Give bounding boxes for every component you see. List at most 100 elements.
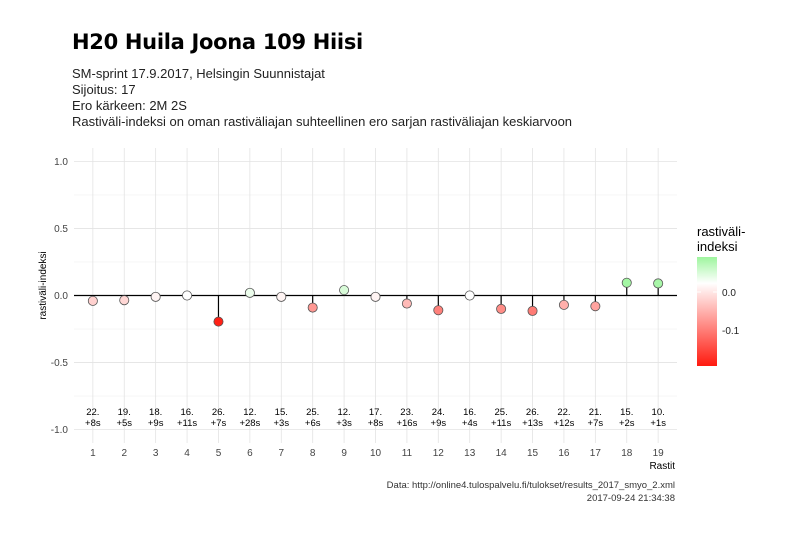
subtitle-rank: Sijoitus: 17 (72, 82, 136, 97)
rank-label: 16. (180, 407, 193, 418)
x-tick-label: 7 (279, 448, 285, 459)
data-point (276, 291, 287, 302)
time-diff-label: +9s (148, 418, 164, 429)
timestamp: 2017-09-24 21:34:38 (586, 493, 675, 504)
rank-label: 15. (620, 407, 633, 418)
data-point (527, 305, 538, 316)
point-labels: 22.+8s19.+5s18.+9s16.+11s26.+7s12.+28s15… (85, 407, 666, 429)
time-diff-label: +5s (116, 418, 132, 429)
data-point (370, 291, 381, 302)
rank-label: 26. (526, 407, 539, 418)
y-tick-label: 0.0 (54, 291, 68, 302)
rank-label: 21. (589, 407, 602, 418)
time-diff-label: +3s (273, 418, 289, 429)
x-tick-label: 10 (370, 448, 382, 459)
time-diff-label: +2s (619, 418, 635, 429)
data-point (213, 316, 224, 327)
x-tick-label: 4 (184, 448, 190, 459)
rank-label: 15. (275, 407, 288, 418)
x-tick-label: 15 (527, 448, 539, 459)
subtitle-description: Rastiväli-indeksi on oman rastiväliajan … (72, 114, 573, 129)
rank-label: 25. (306, 407, 319, 418)
x-tick-label: 12 (433, 448, 445, 459)
x-tick-label: 16 (558, 448, 570, 459)
y-tick-label: 0.5 (54, 224, 68, 235)
y-axis-label: rastiväli-indeksi (38, 251, 49, 319)
time-diff-label: +11s (491, 418, 511, 429)
data-point (119, 295, 130, 306)
x-tick-label: 17 (590, 448, 602, 459)
rank-label: 18. (149, 407, 162, 418)
rank-label: 17. (369, 407, 382, 418)
x-axis-label: Rastit (649, 461, 675, 472)
time-diff-label: +28s (239, 418, 260, 429)
subtitle-gap: Ero kärkeen: 2M 2S (72, 98, 187, 113)
data-point (496, 303, 507, 314)
time-diff-label: +13s (522, 418, 543, 429)
time-diff-label: +4s (462, 418, 478, 429)
legend-label-1: -0.1 (722, 326, 740, 337)
rank-label: 12. (243, 407, 256, 418)
data-point (150, 291, 161, 302)
time-diff-label: +1s (650, 418, 666, 429)
legend-title-line1: rastiväli- (697, 224, 746, 239)
points (87, 277, 664, 327)
data-point (621, 277, 632, 288)
time-diff-label: +11s (177, 418, 197, 429)
x-axis-ticks: 1 2 3 4 5 6 7 8 9 10 11 12 13 14 15 16 17 18 19 (90, 448, 664, 459)
legend-label-0: 0.0 (722, 288, 736, 299)
data-point (464, 290, 475, 301)
rank-label: 12. (337, 407, 350, 418)
x-tick-label: 1 (90, 448, 96, 459)
data-point (244, 287, 255, 298)
time-diff-label: +9s (431, 418, 447, 429)
y-tick-label: -0.5 (51, 358, 69, 369)
rank-label: 22. (86, 407, 99, 418)
data-point (87, 295, 98, 306)
time-diff-label: +16s (396, 418, 417, 429)
rank-label: 19. (118, 407, 131, 418)
x-tick-label: 8 (310, 448, 316, 459)
data-point (182, 290, 193, 301)
legend-colorbar (697, 257, 717, 366)
data-source: Data: http://online4.tulospalvelu.fi/tul… (386, 480, 675, 491)
x-tick-label: 2 (121, 448, 127, 459)
x-tick-label: 19 (653, 448, 665, 459)
rank-label: 26. (212, 407, 225, 418)
data-point (307, 302, 318, 313)
x-tick-label: 14 (496, 448, 508, 459)
time-diff-label: +7s (588, 418, 604, 429)
data-point (401, 298, 412, 309)
y-tick-label: 1.0 (54, 157, 68, 168)
data-point (653, 278, 664, 289)
time-diff-label: +8s (368, 418, 384, 429)
time-diff-label: +3s (336, 418, 352, 429)
y-axis-ticks: 1.0 0.5 0.0 -0.5 -1.0 (51, 157, 69, 436)
x-tick-label: 13 (464, 448, 476, 459)
x-tick-label: 11 (402, 448, 413, 459)
rank-label: 16. (463, 407, 476, 418)
time-diff-label: +12s (554, 418, 575, 429)
subtitle-event: SM-sprint 17.9.2017, Helsingin Suunnista… (72, 66, 325, 81)
y-tick-label: -1.0 (51, 425, 69, 436)
data-point (433, 305, 444, 316)
rank-label: 24. (432, 407, 445, 418)
time-diff-label: +6s (305, 418, 321, 429)
x-tick-label: 9 (341, 448, 347, 459)
x-tick-label: 3 (153, 448, 159, 459)
x-tick-label: 5 (216, 448, 222, 459)
grid (74, 148, 677, 443)
legend-title-line2: indeksi (697, 239, 738, 254)
data-point (590, 301, 601, 312)
data-point (339, 285, 350, 296)
time-diff-label: +7s (211, 418, 227, 429)
legend-title: rastiväli- indeksi (697, 224, 745, 254)
rank-label: 25. (495, 407, 508, 418)
x-tick-label: 6 (247, 448, 253, 459)
rank-label: 23. (400, 407, 413, 418)
x-tick-label: 18 (621, 448, 633, 459)
data-point (558, 299, 569, 310)
time-diff-label: +8s (85, 418, 101, 429)
rank-label: 10. (652, 407, 665, 418)
